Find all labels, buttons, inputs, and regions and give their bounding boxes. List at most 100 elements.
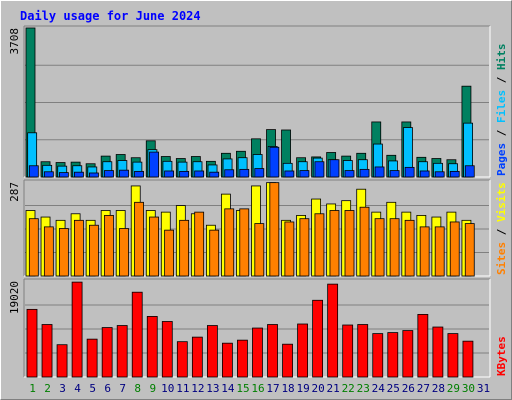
panel-visits: 287 Sites / Visits bbox=[8, 179, 508, 277]
bar-pages-day-12 bbox=[194, 170, 205, 178]
bar-sites-day-9 bbox=[149, 216, 159, 277]
y-max-label-visits: 287 bbox=[8, 182, 21, 202]
bar-kbytes-day-21 bbox=[327, 283, 339, 378]
bar-kbytes-day-3 bbox=[56, 344, 68, 378]
bar-pages-day-5 bbox=[89, 172, 99, 178]
legend-entry-pages: Pages bbox=[495, 143, 508, 176]
bar-pages-day-27 bbox=[419, 170, 430, 178]
bar-kbytes-day-13 bbox=[206, 325, 218, 378]
x-tick-label-day-30: 30 bbox=[462, 382, 475, 395]
bar-sites-day-8 bbox=[134, 201, 144, 277]
bar-kbytes-day-8 bbox=[131, 291, 143, 378]
bar-sites-day-23 bbox=[359, 206, 370, 277]
bar-pages-day-1 bbox=[28, 165, 39, 178]
bar-sites-day-2 bbox=[43, 226, 54, 277]
x-tick-label-day-17: 17 bbox=[266, 382, 279, 395]
bar-pages-day-21 bbox=[329, 159, 340, 178]
panel-kbytes: 19020 KBytes bbox=[8, 278, 508, 378]
bar-kbytes-day-27 bbox=[417, 314, 429, 378]
bar-sites-day-22 bbox=[344, 210, 355, 277]
bar-kbytes-day-12 bbox=[191, 336, 203, 378]
x-tick-label-day-24: 24 bbox=[372, 382, 386, 395]
bar-kbytes-day-10 bbox=[161, 321, 173, 378]
bar-kbytes-day-28 bbox=[432, 326, 444, 378]
bar-pages-day-10 bbox=[164, 170, 175, 178]
bar-sites-day-19 bbox=[299, 218, 310, 277]
legend-separator: / bbox=[495, 70, 508, 90]
x-tick-label-day-5: 5 bbox=[89, 382, 96, 395]
panel-hits: 3708 Pages / Files / Hits bbox=[8, 25, 508, 178]
bar-sites-day-25 bbox=[389, 218, 400, 277]
bar-sites-day-7 bbox=[119, 228, 129, 277]
x-tick-label-day-21: 21 bbox=[327, 382, 340, 395]
bar-kbytes-day-25 bbox=[387, 332, 399, 378]
bar-sites-day-14 bbox=[224, 208, 235, 277]
bar-kbytes-day-17 bbox=[267, 324, 278, 378]
bar-kbytes-day-20 bbox=[312, 299, 324, 378]
bar-kbytes-day-9 bbox=[146, 316, 158, 378]
x-tick-label-day-11: 11 bbox=[176, 382, 189, 395]
x-tick-label-day-23: 23 bbox=[357, 382, 370, 395]
bar-sites-day-29 bbox=[449, 221, 460, 277]
bar-pages-day-29 bbox=[449, 170, 460, 178]
bar-kbytes-day-2 bbox=[41, 324, 53, 378]
legend-entry-visits: Visits bbox=[495, 182, 508, 222]
legend-separator: / bbox=[495, 222, 508, 242]
bar-kbytes-day-24 bbox=[372, 333, 384, 378]
bar-pages-day-7 bbox=[119, 169, 129, 178]
bar-sites-day-20 bbox=[314, 213, 325, 277]
chart-title: Daily usage for June 2024 bbox=[20, 9, 201, 23]
y-max-label-hits: 3708 bbox=[8, 28, 21, 55]
bar-sites-day-18 bbox=[284, 221, 295, 277]
bar-kbytes-day-19 bbox=[297, 323, 308, 378]
legend-visits: Sites / Visits bbox=[495, 182, 508, 275]
bar-pages-day-15 bbox=[239, 168, 250, 178]
bar-pages-day-4 bbox=[74, 171, 84, 178]
bar-sites-day-24 bbox=[374, 218, 385, 277]
bar-pages-day-28 bbox=[434, 171, 445, 178]
bar-pages-day-18 bbox=[284, 170, 295, 178]
bar-pages-day-16 bbox=[254, 168, 265, 178]
bar-pages-day-3 bbox=[58, 172, 69, 178]
bar-sites-day-6 bbox=[104, 215, 114, 277]
x-tick-label-day-9: 9 bbox=[149, 382, 156, 395]
bar-sites-day-3 bbox=[58, 228, 69, 277]
bar-sites-day-11 bbox=[179, 219, 190, 277]
bar-pages-day-17 bbox=[269, 146, 280, 178]
x-tick-label-day-7: 7 bbox=[119, 382, 126, 395]
x-tick-label-day-31: 31 bbox=[477, 382, 490, 395]
x-tick-label-day-22: 22 bbox=[342, 382, 355, 395]
bar-sites-day-28 bbox=[434, 226, 445, 277]
legend-separator: / bbox=[495, 123, 508, 143]
bar-pages-day-26 bbox=[404, 166, 415, 178]
legend-entry-files: Files bbox=[495, 90, 508, 123]
bar-kbytes-day-30 bbox=[462, 340, 474, 378]
bar-kbytes-day-6 bbox=[101, 327, 113, 378]
x-tick-label-day-26: 26 bbox=[402, 382, 415, 395]
x-tick-label-day-20: 20 bbox=[312, 382, 325, 395]
x-tick-label-day-15: 15 bbox=[236, 382, 249, 395]
bar-pages-day-19 bbox=[299, 170, 310, 178]
bar-pages-day-9 bbox=[149, 151, 159, 178]
bar-sites-day-12 bbox=[194, 211, 205, 277]
bar-pages-day-14 bbox=[224, 169, 235, 178]
bar-kbytes-day-11 bbox=[176, 341, 188, 378]
x-tick-label-day-13: 13 bbox=[206, 382, 219, 395]
x-tick-label-day-27: 27 bbox=[417, 382, 430, 395]
bar-pages-day-2 bbox=[43, 171, 54, 178]
legend-kbytes: KBytes bbox=[495, 336, 508, 376]
bar-kbytes-day-16 bbox=[252, 327, 263, 378]
bar-sites-day-16 bbox=[254, 223, 265, 277]
x-tick-label-day-8: 8 bbox=[134, 382, 141, 395]
bar-kbytes-day-1 bbox=[26, 308, 38, 378]
bar-kbytes-day-18 bbox=[282, 343, 293, 378]
x-tick-label-day-10: 10 bbox=[161, 382, 174, 395]
x-tick-label-day-16: 16 bbox=[251, 382, 264, 395]
bar-pages-day-13 bbox=[209, 171, 220, 178]
bar-sites-day-15 bbox=[239, 208, 250, 277]
bar-pages-day-23 bbox=[359, 168, 370, 178]
legend-entry-kbytes: KBytes bbox=[495, 336, 508, 376]
bar-kbytes-day-29 bbox=[447, 333, 459, 378]
